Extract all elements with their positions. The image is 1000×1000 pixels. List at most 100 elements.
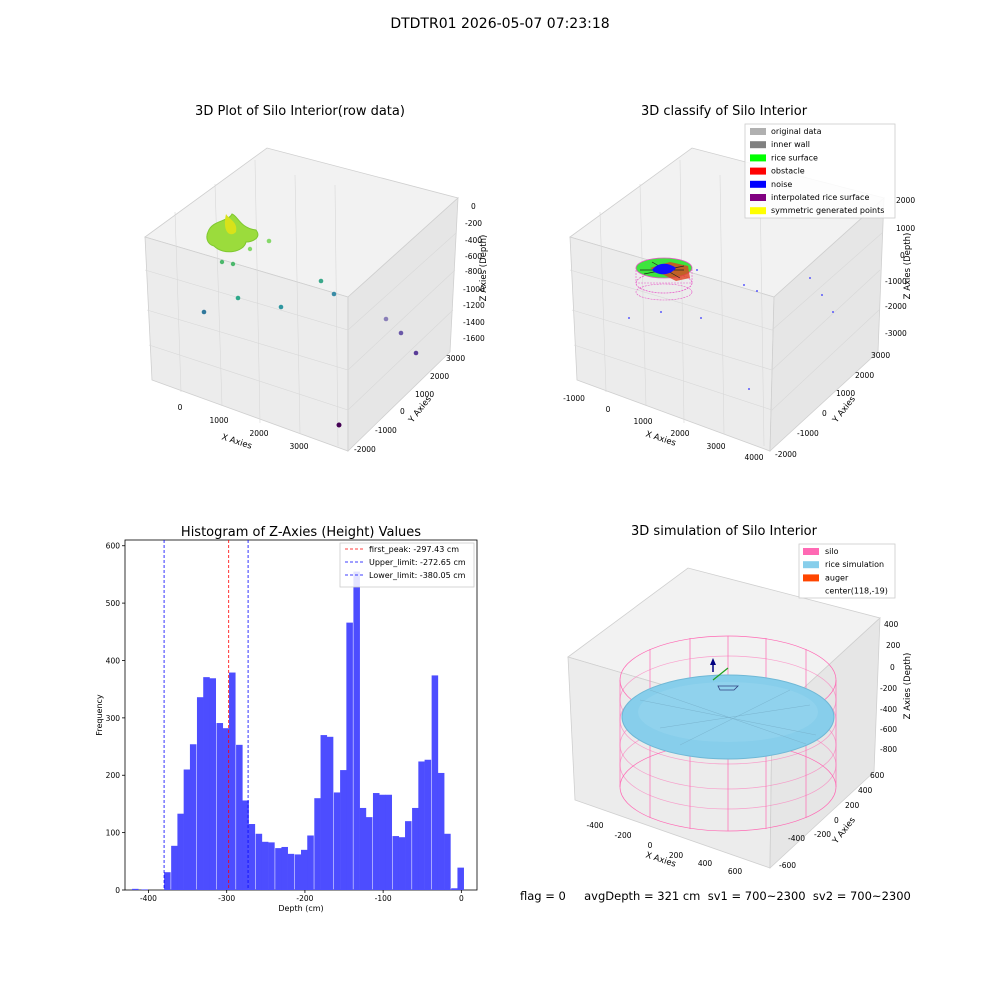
histogram-x-tick-label: 0 — [459, 894, 464, 903]
classify-x-tick: 0 — [606, 405, 611, 414]
raw-z-label: Z Axies (Depth) — [479, 235, 489, 302]
simulation-y-tick: 600 — [870, 771, 885, 780]
classify-x-tick: 1000 — [633, 417, 652, 426]
histogram-bar — [164, 872, 171, 890]
histogram-y-tick-label: 100 — [106, 829, 121, 838]
simulation-legend: silo rice simulation auger center(118,-19) — [798, 543, 896, 599]
histogram-legend-label: Upper_limit: -272.65 cm — [369, 558, 466, 567]
simulation-z-tick: -200 — [880, 684, 897, 693]
simulation-z-tick: -800 — [880, 745, 897, 754]
histogram-bar — [379, 794, 386, 890]
histogram-bar — [229, 672, 236, 890]
classify-legend-label: noise — [771, 180, 792, 189]
raw-3d-points — [201, 213, 419, 428]
classify-silo-cloud — [635, 257, 693, 301]
histogram-bar — [203, 677, 210, 890]
raw-y-tick: 1000 — [415, 390, 434, 399]
classify-legend-label: symmetric generated points — [771, 206, 884, 215]
raw-z-tick: 0 — [471, 202, 476, 211]
raw-z-tick: -200 — [465, 219, 482, 228]
simulation-y-tick: 0 — [834, 816, 839, 825]
histogram-bar — [424, 759, 432, 890]
classify-legend-label: interpolated rice surface — [771, 193, 869, 202]
histogram-bar — [326, 736, 334, 890]
simulation-x-tick: 400 — [698, 859, 713, 868]
silo-wireframe — [619, 635, 837, 832]
histogram-bar — [216, 723, 224, 890]
histogram-y-tick-label: 400 — [106, 656, 121, 665]
histogram-bar — [261, 841, 269, 890]
rice-simulation-surface — [621, 674, 835, 760]
classify-x-label: X Axies — [644, 429, 677, 448]
histogram-bar — [132, 888, 139, 890]
histogram-bar — [255, 833, 263, 890]
classify-plot-title: 3D classify of Silo Interior — [640, 104, 808, 119]
raw-x-tick: 2000 — [249, 429, 268, 438]
classify-x-tick: -1000 — [563, 394, 585, 403]
classify-z-tick: -3000 — [885, 329, 907, 338]
raw-y-tick: 0 — [400, 407, 405, 416]
simulation-x-ticks: -400 -200 0 200 400 600 — [586, 821, 742, 876]
raw-z-ticks: 0 -200 -400 -600 -800 -1000 -1200 -1400 … — [463, 202, 485, 343]
classify-legend-label: rice surface — [771, 153, 818, 162]
histogram-bar — [196, 697, 204, 890]
histogram-bar — [301, 849, 308, 890]
classify-legend: original data inner wall rice surface obsta… — [744, 123, 896, 219]
histogram-y-tick-label: 300 — [106, 714, 121, 723]
classify-y-tick: 1000 — [836, 389, 855, 398]
classify-legend-entries: original data inner wall rice surface obsta… — [750, 127, 884, 215]
simulation-x-label: X Axies — [644, 850, 677, 869]
histogram-bars — [132, 571, 464, 890]
classify-x-ticks: -1000 0 1000 2000 3000 4000 — [563, 394, 764, 462]
histogram-y-tick-label: 500 — [106, 599, 121, 608]
classify-y-ticks: -2000 -1000 0 1000 2000 3000 — [775, 351, 890, 459]
simulation-y-label: Y Axies — [830, 815, 858, 847]
histogram-bar — [333, 792, 341, 890]
histogram-bar — [171, 845, 178, 890]
simulation-3d-panes — [567, 567, 881, 869]
raw-x-tick: 1000 — [209, 416, 228, 425]
histogram-bar — [359, 807, 367, 890]
histogram-x-tick-label: -200 — [296, 894, 313, 903]
figure-title: DTDTR01 2026-05-07 07:23:18 — [390, 16, 610, 32]
raw-y-label: Y Axies — [406, 394, 434, 426]
raw-x-label: X Axies — [220, 432, 253, 451]
histogram-bar — [183, 769, 191, 890]
simulation-y-ticks: -600 -400 -200 0 200 400 600 — [779, 771, 885, 870]
simulation-x-tick: 0 — [648, 841, 653, 850]
simulation-plot-title: 3D simulation of Silo Interior — [631, 524, 817, 539]
histogram-bar — [307, 835, 314, 890]
histogram-bar — [405, 821, 412, 890]
simulation-x-tick: -200 — [614, 831, 631, 840]
auger-marker — [710, 658, 739, 691]
simulation-x-tick: 600 — [728, 867, 743, 876]
classify-legend-swatch — [750, 180, 766, 188]
simulation-z-tick: 0 — [890, 663, 895, 672]
classify-legend-label: original data — [771, 127, 822, 136]
histogram-bar — [412, 807, 419, 890]
classify-legend-swatch — [750, 207, 766, 215]
simulation-legend-label: silo — [825, 547, 839, 556]
histogram-y-tick-label: 600 — [106, 542, 121, 551]
classify-y-tick: -2000 — [775, 450, 797, 459]
simulation-z-tick: 200 — [886, 641, 901, 650]
histogram-bar — [457, 867, 464, 890]
classify-y-tick: -1000 — [797, 429, 819, 438]
classify-z-tick: 1000 — [896, 224, 915, 233]
histogram-x-tick-label: -100 — [375, 894, 392, 903]
simulation-x-tick: 200 — [669, 851, 684, 860]
histogram-bar — [340, 770, 347, 890]
raw-z-tick: -800 — [465, 267, 482, 276]
raw-z-tick: -1000 — [463, 285, 485, 294]
histogram-y-ticks: 0 100 200 300 400 500 600 — [106, 542, 125, 895]
histogram-frame — [124, 539, 478, 891]
raw-x-tick: 3000 — [289, 442, 308, 451]
simulation-y-tick: 200 — [845, 801, 860, 810]
classify-legend-label: obstacle — [771, 167, 805, 176]
raw-y-tick: -2000 — [354, 445, 376, 454]
raw-x-tick: 0 — [178, 403, 183, 412]
histogram-reference-lines — [163, 540, 249, 890]
